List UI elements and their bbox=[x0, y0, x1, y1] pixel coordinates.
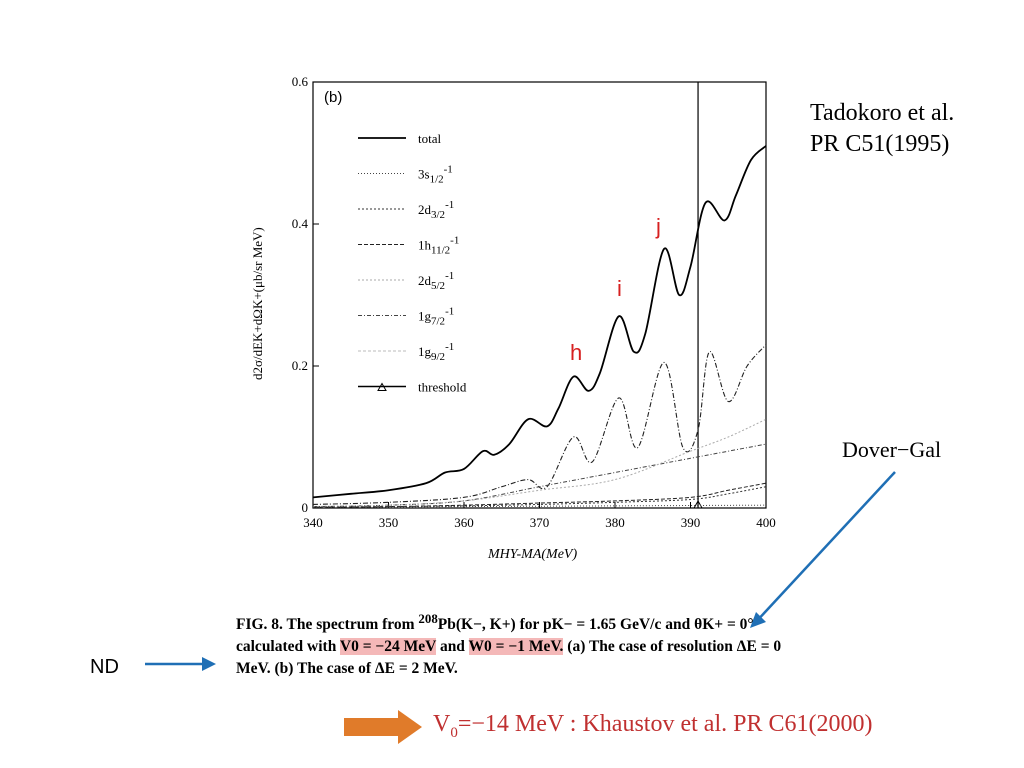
chart-legend: total 3s1/2-1 2d3/2-1 1h11/2-1 2d5/2-1 1g7/2-… bbox=[358, 131, 467, 395]
dover-gal-arrowhead bbox=[750, 612, 766, 628]
caption-and: and bbox=[436, 638, 469, 656]
nd-label: ND bbox=[90, 656, 119, 678]
legend-entry: 2d5/2-1 bbox=[418, 270, 454, 292]
legend-entry: 1g7/2-1 bbox=[418, 306, 454, 328]
y-tick-label: 0 bbox=[302, 500, 309, 515]
chart-ticks: 340 350 360 370 380 390 400 0 0.2 0.4 0.6 bbox=[292, 74, 776, 530]
legend-entry: 3s1/2-1 bbox=[418, 164, 453, 186]
x-tick-label: 340 bbox=[303, 515, 323, 530]
x-tick-label: 390 bbox=[681, 515, 701, 530]
x-axis-label: MHY-MA(MeV) bbox=[487, 547, 577, 562]
threshold-marker bbox=[693, 499, 703, 509]
y-axis-label: d2σ/dEK+dΩK+(μb/sr MeV) bbox=[250, 227, 265, 380]
caption-part1: FIG. 8. The spectrum from bbox=[236, 616, 419, 634]
khaustov-v: V bbox=[433, 711, 451, 737]
peak-label-i: i bbox=[617, 276, 622, 301]
panel-label: (b) bbox=[324, 89, 342, 106]
series-2d5-2-1 bbox=[312, 418, 767, 508]
dover-gal-label: Dover−Gal bbox=[842, 437, 942, 462]
khaustov-reference: V0=−14 MeV : Khaustov et al. PR C61(2000… bbox=[433, 711, 872, 742]
caption-sup: 208 bbox=[418, 611, 438, 626]
legend-entry: threshold bbox=[418, 380, 467, 395]
reference-line1: Tadokoro et al. bbox=[810, 100, 955, 126]
reference-text: Tadokoro et al. PR C51(1995) bbox=[810, 98, 954, 160]
khaustov-arrow-body bbox=[344, 718, 400, 736]
legend-entry: 1h11/2-1 bbox=[418, 235, 459, 257]
dover-gal-arrow bbox=[753, 471, 896, 625]
series-1g9-2-1 bbox=[312, 344, 767, 505]
x-tick-label: 400 bbox=[756, 515, 776, 530]
series-2d3-2-1 bbox=[312, 486, 767, 508]
peak-label-j: j bbox=[655, 214, 661, 239]
khaustov-arrowhead bbox=[398, 710, 422, 744]
caption-part3: (a) The case of resolution ΔE = 0 MeV. (… bbox=[236, 638, 782, 678]
y-tick-label: 0.2 bbox=[292, 358, 308, 373]
legend-entry: 2d3/2-1 bbox=[418, 199, 454, 221]
series-3s1-2-1 bbox=[312, 504, 767, 508]
chart-axes bbox=[312, 81, 767, 509]
peak-label-h: h bbox=[570, 340, 582, 365]
caption-v0-highlight: V0 = −24 MeV bbox=[339, 638, 437, 656]
legend-entry: 1g9/2-1 bbox=[418, 341, 454, 363]
series-1h11-2-1 bbox=[312, 482, 767, 508]
x-tick-label: 370 bbox=[530, 515, 550, 530]
chart-curves bbox=[312, 145, 767, 508]
x-tick-label: 350 bbox=[379, 515, 399, 530]
nd-arrowhead bbox=[202, 657, 216, 671]
series-total bbox=[312, 145, 767, 499]
x-tick-label: 380 bbox=[605, 515, 625, 530]
figure-caption: FIG. 8. The spectrum from 208Pb(K−, K+) … bbox=[236, 608, 796, 680]
y-tick-label: 0.6 bbox=[292, 74, 309, 89]
caption-w0-highlight: W0 = −1 MeV. bbox=[468, 638, 564, 656]
reference-line2: PR C51(1995) bbox=[810, 131, 950, 157]
legend-entry: total bbox=[418, 131, 441, 146]
caption-part2: Pb(K−, K+) for pK− = 1.65 GeV/c and θK+ … bbox=[236, 616, 754, 656]
x-tick-label: 360 bbox=[454, 515, 474, 530]
legend-threshold-marker bbox=[377, 382, 387, 391]
khaustov-rest: =−14 MeV : Khaustov et al. PR C61(2000) bbox=[457, 711, 873, 737]
khaustov-sub: 0 bbox=[450, 724, 458, 741]
y-tick-label: 0.4 bbox=[292, 216, 309, 231]
